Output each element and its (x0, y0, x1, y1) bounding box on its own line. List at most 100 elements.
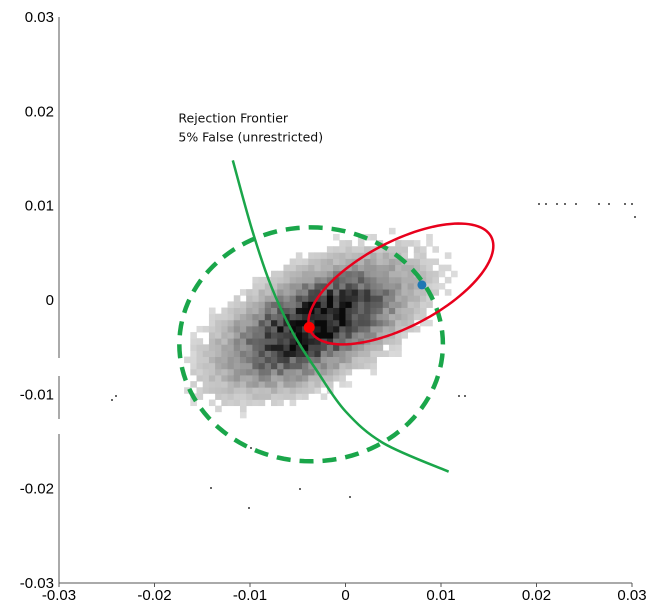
density-cell (364, 276, 371, 284)
density-cell (196, 362, 204, 370)
density-cell (339, 276, 346, 284)
density-cell (277, 393, 284, 400)
density-cell (444, 252, 452, 259)
density-cell (370, 283, 377, 290)
density-cell (239, 381, 247, 388)
scatter-dot (556, 203, 558, 205)
density-cell (333, 350, 340, 357)
density-cell (233, 375, 241, 382)
density-cell (295, 375, 303, 382)
density-cell (215, 405, 222, 413)
density-cell (326, 350, 334, 357)
density-cell (271, 362, 278, 370)
density-cell (376, 313, 384, 321)
density-cell (345, 362, 353, 370)
density-cell (333, 233, 340, 241)
density-cell (370, 313, 377, 321)
density-cell (320, 252, 328, 259)
density-cell (333, 325, 340, 333)
density-cell (190, 368, 197, 376)
density-cell (283, 368, 291, 376)
density-cell (357, 319, 365, 327)
density-cell (333, 295, 340, 302)
density-cell (289, 307, 297, 315)
density-cell (252, 325, 259, 333)
density-cell (252, 399, 259, 407)
density-cell (413, 325, 421, 333)
density-cell (339, 258, 346, 266)
y-tick-label: -0.03 (20, 575, 54, 592)
density-cell (258, 362, 266, 370)
density-cell (333, 344, 340, 351)
density-cell (407, 319, 415, 327)
density-cell (264, 295, 272, 302)
density-cell (364, 252, 371, 259)
density-cell (252, 313, 259, 321)
density-cell (208, 356, 216, 364)
scatter-dot (545, 203, 547, 205)
density-cell (295, 270, 303, 278)
density-cell (246, 356, 253, 364)
density-cell (382, 252, 390, 259)
density-cell (239, 368, 247, 376)
density-cell (246, 332, 253, 339)
density-cell (333, 313, 340, 321)
density-cell (283, 289, 291, 296)
x-tick-label: -0.01 (233, 587, 267, 604)
density-cell (239, 393, 247, 400)
density-cell (252, 276, 259, 284)
density-cell (271, 283, 278, 290)
density-cell (208, 387, 216, 394)
density-cell (364, 258, 371, 266)
density-cell (258, 350, 266, 357)
density-cell (314, 356, 322, 364)
density-cell (320, 325, 328, 333)
density-cell (264, 283, 272, 290)
density-cell (233, 338, 241, 345)
density-cell (351, 356, 359, 364)
density-cell (227, 307, 235, 315)
density-cell (339, 368, 346, 376)
density-cell (277, 276, 284, 284)
density-cell (289, 368, 297, 376)
density-cell (345, 350, 353, 357)
density-cell (432, 246, 440, 253)
density-cell (295, 387, 303, 394)
density-cell (382, 258, 390, 266)
density-cell (426, 295, 433, 302)
dashed-circle (177, 225, 446, 464)
density-cell (295, 289, 303, 296)
density-cell (215, 356, 222, 364)
density-cell (221, 387, 228, 394)
density-cell (252, 368, 259, 376)
rejection-frontier-curve (231, 160, 450, 473)
density-cell (364, 289, 371, 296)
density-cell (215, 325, 222, 333)
density-cell (364, 350, 371, 357)
density-cell (246, 295, 253, 302)
density-cell (326, 289, 334, 296)
density-cell (308, 276, 315, 284)
density-cell (308, 350, 315, 357)
density-cell (277, 362, 284, 370)
density-cell (283, 350, 291, 357)
density-cell (271, 356, 278, 364)
density-cell (271, 375, 278, 382)
density-cell (258, 368, 266, 376)
density-cell (246, 399, 253, 407)
density-cell (190, 356, 197, 364)
density-cell (407, 313, 415, 321)
density-cell (314, 258, 322, 266)
density-cell (376, 307, 384, 315)
density-cell (320, 295, 328, 302)
density-cell (326, 368, 334, 376)
density-cell (339, 325, 346, 333)
density-cell (233, 362, 241, 370)
density-cell (283, 356, 291, 364)
density-cell (314, 313, 322, 321)
density-cell (271, 332, 278, 339)
density-cell (252, 307, 259, 315)
density-cell (258, 381, 266, 388)
y-tick-label: 0.03 (25, 9, 54, 26)
density-cell (271, 307, 278, 315)
